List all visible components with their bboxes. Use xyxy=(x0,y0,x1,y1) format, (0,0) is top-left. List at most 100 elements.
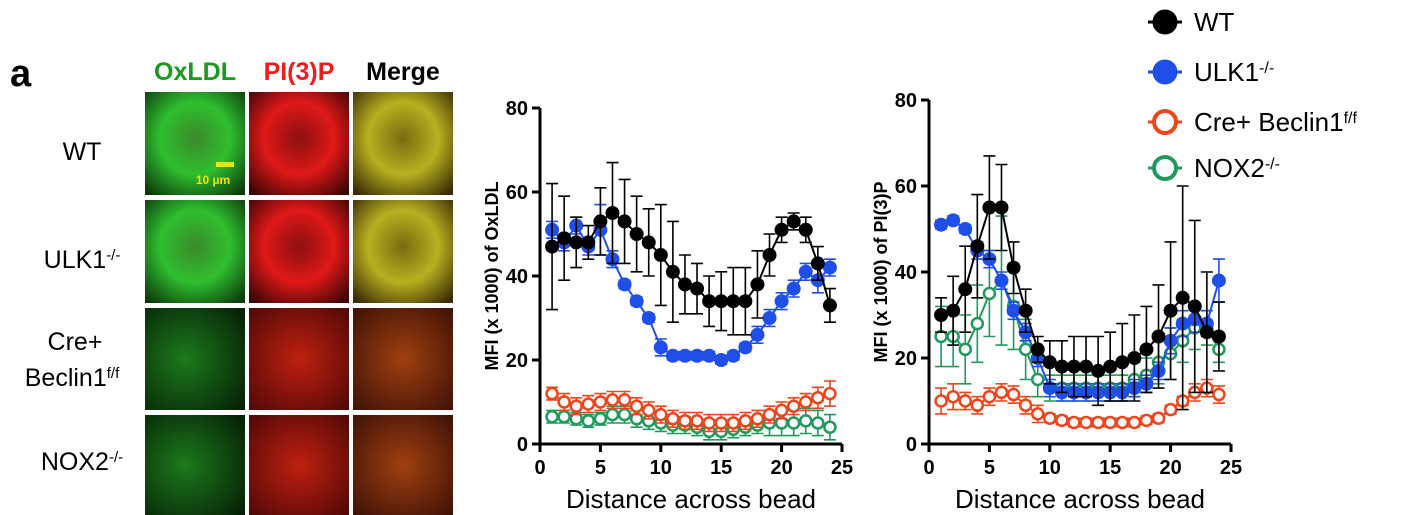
y-tick-label: 80 xyxy=(506,98,528,120)
panel-label: a xyxy=(10,53,32,95)
legend-entry: Cre+ Beclin1f/f xyxy=(1194,107,1357,137)
marker xyxy=(823,420,837,434)
marker xyxy=(569,399,583,413)
marker xyxy=(810,256,825,271)
marker xyxy=(605,407,620,422)
marker xyxy=(629,227,644,241)
y-tick-label: 60 xyxy=(506,182,528,204)
marker xyxy=(617,407,632,422)
marker xyxy=(934,394,948,408)
marker xyxy=(653,248,668,262)
legend-marker xyxy=(1152,109,1178,135)
marker xyxy=(702,348,717,363)
marker xyxy=(786,416,801,430)
marker xyxy=(545,409,559,424)
legend-marker xyxy=(1152,155,1178,181)
marker xyxy=(654,407,668,422)
marker xyxy=(1199,325,1214,340)
marker xyxy=(798,222,813,237)
marker xyxy=(581,235,596,250)
marker xyxy=(1163,402,1178,417)
marker xyxy=(629,294,644,309)
marker xyxy=(1066,359,1081,374)
y-axis-label: MFI (x 1000) of OxLDL xyxy=(482,181,502,370)
scale-bar-label: 10 µm xyxy=(196,173,230,187)
legend-entry: WT xyxy=(1194,7,1235,37)
marker xyxy=(1127,351,1142,365)
marker xyxy=(569,235,584,250)
x-tick-label: 10 xyxy=(1039,457,1061,479)
marker xyxy=(617,393,632,407)
image xyxy=(145,92,245,195)
marker xyxy=(1018,303,1033,318)
marker xyxy=(946,389,960,404)
legend-text: WT xyxy=(1194,7,1235,37)
superscript: f/f xyxy=(107,365,120,382)
marker xyxy=(822,298,837,313)
marker xyxy=(666,412,680,426)
row-label: ULK1-/- xyxy=(44,246,121,274)
marker xyxy=(1212,387,1226,402)
image xyxy=(353,308,453,410)
x-axis-label: Distance across bead xyxy=(955,484,1205,514)
marker xyxy=(690,281,705,296)
marker xyxy=(714,294,729,309)
marker xyxy=(665,348,680,363)
y-tick-label: 40 xyxy=(506,266,528,288)
marker xyxy=(946,303,961,318)
y-tick-label: 20 xyxy=(506,350,528,372)
marker xyxy=(934,217,949,232)
marker xyxy=(786,399,801,413)
marker xyxy=(958,222,973,236)
marker xyxy=(750,327,765,342)
marker xyxy=(798,264,813,279)
marker xyxy=(1030,407,1045,421)
row-label: Beclin1f/f xyxy=(25,364,120,392)
marker xyxy=(593,395,608,409)
marker xyxy=(593,412,608,426)
row-label-text: NOX2 xyxy=(41,448,109,476)
image xyxy=(145,308,245,410)
y-tick-label: 20 xyxy=(895,348,917,370)
marker xyxy=(1211,329,1226,344)
marker xyxy=(1006,303,1021,318)
marker xyxy=(1175,290,1190,305)
marker xyxy=(605,393,620,407)
row-label-text: WT xyxy=(63,138,102,166)
marker xyxy=(1018,398,1033,413)
column-header: OxLDL xyxy=(154,58,236,86)
image xyxy=(145,200,245,303)
x-tick-label: 25 xyxy=(1220,457,1242,479)
marker xyxy=(557,395,571,409)
legend-text: Cre+ Beclin1 xyxy=(1194,107,1344,137)
marker xyxy=(1079,415,1093,430)
marker xyxy=(934,308,949,322)
x-tick-label: 25 xyxy=(831,457,853,479)
marker xyxy=(714,353,729,367)
marker xyxy=(774,294,789,309)
image xyxy=(249,92,349,195)
y-tick-label: 80 xyxy=(895,90,917,112)
marker xyxy=(811,416,825,430)
marker xyxy=(1067,415,1081,430)
marker xyxy=(970,316,985,331)
marker xyxy=(750,277,765,292)
marker xyxy=(617,214,632,229)
y-tick-label: 0 xyxy=(906,434,917,456)
marker xyxy=(970,398,985,413)
marker xyxy=(1139,413,1154,428)
legend-marker xyxy=(1152,59,1178,85)
marker xyxy=(702,294,717,309)
marker xyxy=(982,389,997,404)
marker xyxy=(557,231,572,246)
marker xyxy=(982,286,997,301)
marker xyxy=(1054,359,1069,374)
marker xyxy=(1139,342,1154,357)
marker xyxy=(762,248,777,262)
row-label: NOX2-/- xyxy=(41,448,123,476)
image xyxy=(145,415,245,515)
legend-text: ULK1 xyxy=(1194,57,1259,87)
x-tick-label: 0 xyxy=(534,457,545,479)
y-axis-label: MFI (x 1000) of PI(3)P xyxy=(871,181,891,362)
